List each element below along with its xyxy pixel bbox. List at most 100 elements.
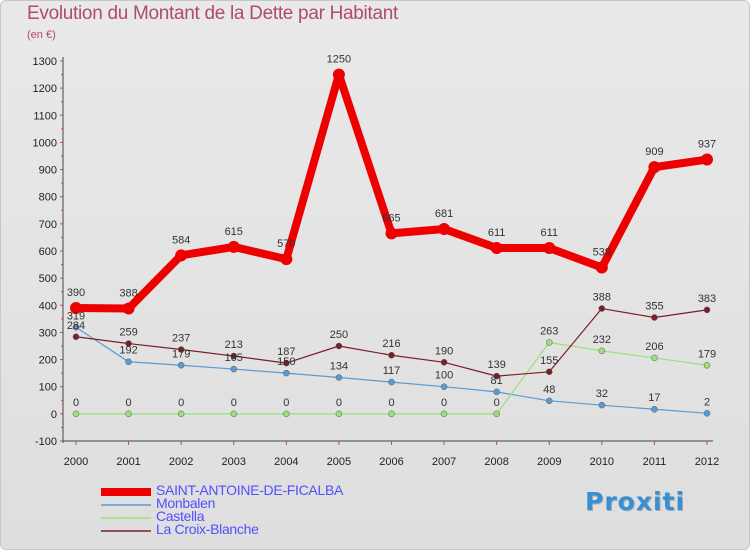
data-label-2: 206 [645,341,663,353]
x-tick-label: 2007 [432,456,456,468]
legend-swatch-monbalen [101,504,151,506]
series-point-1 [388,378,395,386]
data-label-3: 284 [67,320,85,332]
legend-swatch-la-croix-blanche [101,530,151,532]
data-label-0: 937 [698,139,716,151]
data-label-1: 17 [648,392,660,404]
chart-title: Evolution du Montant de la Dette par Hab… [27,3,398,24]
y-tick-label: 900 [39,165,57,177]
data-label-1: 134 [330,360,348,372]
y-tick-label: 100 [39,382,57,394]
y-tick-label: 0 [51,409,57,421]
series-point-3 [177,346,185,353]
series-point-2 [493,410,500,418]
data-label-0: 665 [382,212,400,224]
x-tick-label: 2006 [379,456,403,468]
series-point-0 [701,153,713,166]
x-tick-label: 2003 [222,456,246,468]
data-label-2: 0 [283,397,289,409]
series-point-3 [125,340,132,347]
x-tick-label: 2012 [695,456,719,468]
series-point-1 [335,374,343,381]
y-tick-label: 1200 [33,83,57,95]
y-tick-label: 300 [39,327,57,339]
data-label-3: 388 [593,292,611,304]
y-tick-label: 1300 [33,56,57,68]
data-label-0: 570 [277,238,295,250]
legend-label-saint-antoine: SAINT-ANTOINE-DE-FICALBA [156,482,344,498]
data-label-1: 117 [383,365,401,377]
series-point-0 [122,302,135,315]
data-label-1: 100 [435,370,453,382]
data-label-1: 179 [172,348,190,360]
data-label-2: 0 [336,397,342,409]
data-label-3: 190 [435,345,453,357]
data-label-0: 681 [435,208,453,220]
series-point-2 [283,410,290,418]
y-tick-label: 200 [39,355,57,367]
data-label-1: 192 [119,345,137,357]
series-point-3 [598,305,606,312]
series-point-1 [177,362,185,369]
y-tick-label: -100 [35,436,57,448]
series-point-1 [72,324,80,331]
series-point-2 [72,410,80,418]
x-tick-label: 2011 [643,456,667,468]
series-point-0 [70,302,82,314]
data-label-3: 155 [540,355,558,367]
data-label-0: 909 [645,146,663,158]
series-point-2 [651,354,658,362]
series-point-2 [177,410,185,418]
data-label-1: 81 [491,375,503,387]
series-point-2 [230,410,237,418]
data-label-0: 390 [67,287,85,299]
series-point-1 [230,365,237,373]
x-tick-label: 2008 [484,456,508,468]
series-point-0 [280,253,293,266]
series-point-2 [598,347,606,355]
proxiti-logo: Proxiti [585,487,686,516]
series-point-3 [546,368,553,376]
series-point-1 [125,358,132,365]
data-label-0: 584 [172,234,190,246]
legend-swatch-castella [101,517,151,519]
x-tick-label: 2004 [274,456,298,468]
series-point-2 [388,410,395,418]
series-point-0 [543,242,556,255]
data-label-3: 250 [330,329,348,341]
y-tick-label: 1100 [33,110,57,122]
series-point-1 [703,410,711,417]
data-label-3: 259 [119,327,137,339]
data-label-0: 611 [540,227,558,239]
data-label-1: 319 [67,310,85,322]
series-point-3 [703,306,711,314]
series-point-1 [651,405,658,413]
legend-label-castella: Castella [156,508,205,524]
series-point-1 [546,397,553,405]
y-tick-label: 700 [39,219,57,231]
data-label-2: 0 [231,397,237,409]
data-label-0: 539 [593,247,611,259]
series-point-3 [335,342,343,350]
series-point-3 [440,359,448,366]
data-label-3: 383 [698,293,716,305]
data-label-0: 615 [225,226,243,238]
data-label-3: 139 [487,359,505,371]
y-tick-label: 800 [39,192,57,204]
legend-label-la-croix-blanche: La Croix-Blanche [156,521,259,537]
data-label-2: 0 [126,397,132,409]
data-label-3: 187 [277,346,295,358]
data-label-0: 1250 [327,54,351,66]
data-label-1: 2 [704,396,710,408]
series-point-0 [385,227,398,240]
x-tick-label: 2002 [169,456,193,468]
series-point-3 [283,359,290,367]
series-line-0 [72,70,711,313]
y-tick-label: 400 [39,300,57,312]
data-label-2: 263 [540,325,558,337]
series-point-3 [72,333,80,341]
data-label-1: 165 [225,352,243,364]
data-label-2: 179 [698,348,716,360]
data-label-2: 232 [593,334,611,346]
